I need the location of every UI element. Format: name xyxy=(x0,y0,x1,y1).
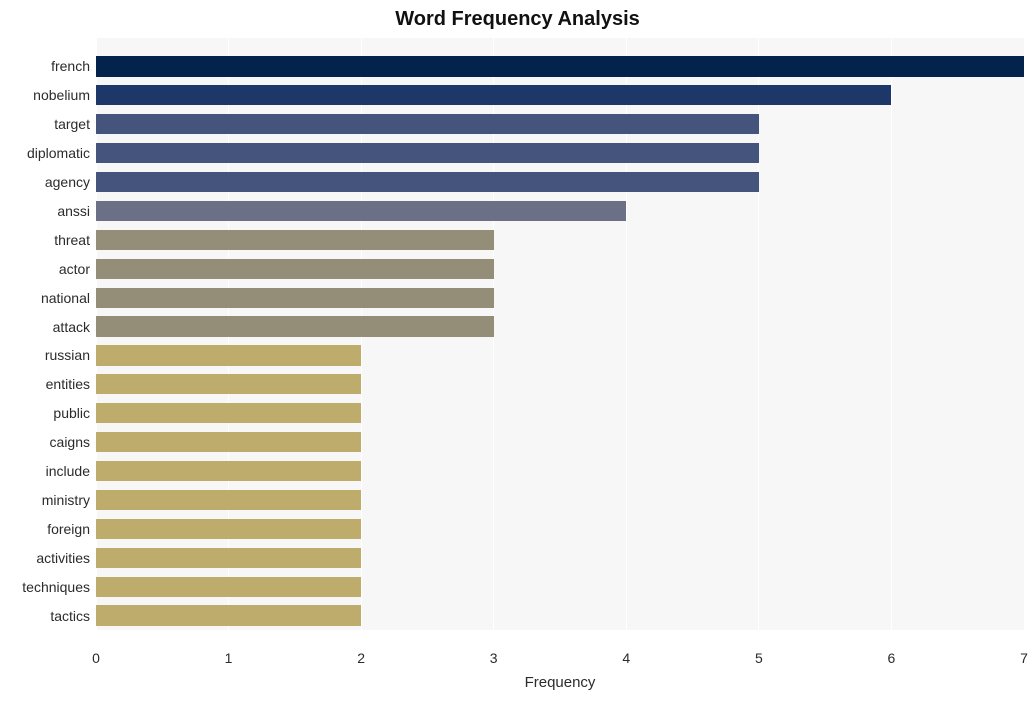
y-tick-label: ministry xyxy=(42,492,90,508)
y-tick-label: foreign xyxy=(47,521,90,537)
bar xyxy=(96,172,759,192)
bar-row xyxy=(96,548,1024,568)
y-tick-label: target xyxy=(54,116,90,132)
y-tick-label: french xyxy=(51,58,90,74)
x-tick-label: 4 xyxy=(622,650,630,666)
bars-layer xyxy=(96,38,1024,630)
bar-row xyxy=(96,605,1024,625)
bar xyxy=(96,374,361,394)
x-tick-label: 5 xyxy=(755,650,763,666)
bar xyxy=(96,85,891,105)
bar xyxy=(96,259,494,279)
bar xyxy=(96,143,759,163)
x-tick-label: 0 xyxy=(92,650,100,666)
bar xyxy=(96,548,361,568)
plot-area xyxy=(96,38,1024,630)
bar-row xyxy=(96,143,1024,163)
x-tick-label: 6 xyxy=(888,650,896,666)
bar-row xyxy=(96,288,1024,308)
bar xyxy=(96,577,361,597)
bar-row xyxy=(96,172,1024,192)
bar-row xyxy=(96,259,1024,279)
bar xyxy=(96,201,626,221)
bar-row xyxy=(96,519,1024,539)
x-tick-label: 2 xyxy=(357,650,365,666)
y-tick-label: activities xyxy=(36,550,90,566)
chart-container: Word Frequency Analysis french nobelium ta… xyxy=(0,0,1035,701)
bar xyxy=(96,605,361,625)
y-tick-label: russian xyxy=(45,347,90,363)
y-tick-label: entities xyxy=(46,376,90,392)
y-tick-label: national xyxy=(41,290,90,306)
bar xyxy=(96,230,494,250)
y-tick-label: attack xyxy=(53,319,90,335)
x-tick-label: 7 xyxy=(1020,650,1028,666)
bar-row xyxy=(96,201,1024,221)
chart-title: Word Frequency Analysis xyxy=(0,8,1035,31)
bar-row xyxy=(96,432,1024,452)
bar-row xyxy=(96,114,1024,134)
x-tick-label: 1 xyxy=(225,650,233,666)
y-tick-label: agency xyxy=(45,174,90,190)
bar xyxy=(96,490,361,510)
x-tick-label: 3 xyxy=(490,650,498,666)
y-tick-label: techniques xyxy=(22,579,90,595)
bar xyxy=(96,288,494,308)
bar xyxy=(96,519,361,539)
y-axis-labels: french nobelium target diplomatic agency anss… xyxy=(0,38,96,630)
y-tick-label: nobelium xyxy=(33,87,90,103)
bar-row xyxy=(96,230,1024,250)
y-tick-label: public xyxy=(53,405,90,421)
bar-row xyxy=(96,316,1024,336)
bar xyxy=(96,345,361,365)
x-axis-title: Frequency xyxy=(96,674,1024,691)
y-tick-label: caigns xyxy=(50,434,90,450)
bar-row xyxy=(96,490,1024,510)
y-tick-label: include xyxy=(46,463,90,479)
bar-row xyxy=(96,374,1024,394)
bar xyxy=(96,432,361,452)
bar xyxy=(96,56,1024,76)
bar-row xyxy=(96,85,1024,105)
bar-row xyxy=(96,577,1024,597)
bar xyxy=(96,316,494,336)
bar xyxy=(96,114,759,134)
y-tick-label: diplomatic xyxy=(27,145,90,161)
bar-row xyxy=(96,461,1024,481)
bar xyxy=(96,403,361,423)
bar-row xyxy=(96,403,1024,423)
y-tick-label: tactics xyxy=(50,608,90,624)
y-tick-label: threat xyxy=(54,232,90,248)
bar-row xyxy=(96,56,1024,76)
y-tick-label: actor xyxy=(59,261,90,277)
y-tick-label: anssi xyxy=(57,203,90,219)
bar xyxy=(96,461,361,481)
bar-row xyxy=(96,345,1024,365)
